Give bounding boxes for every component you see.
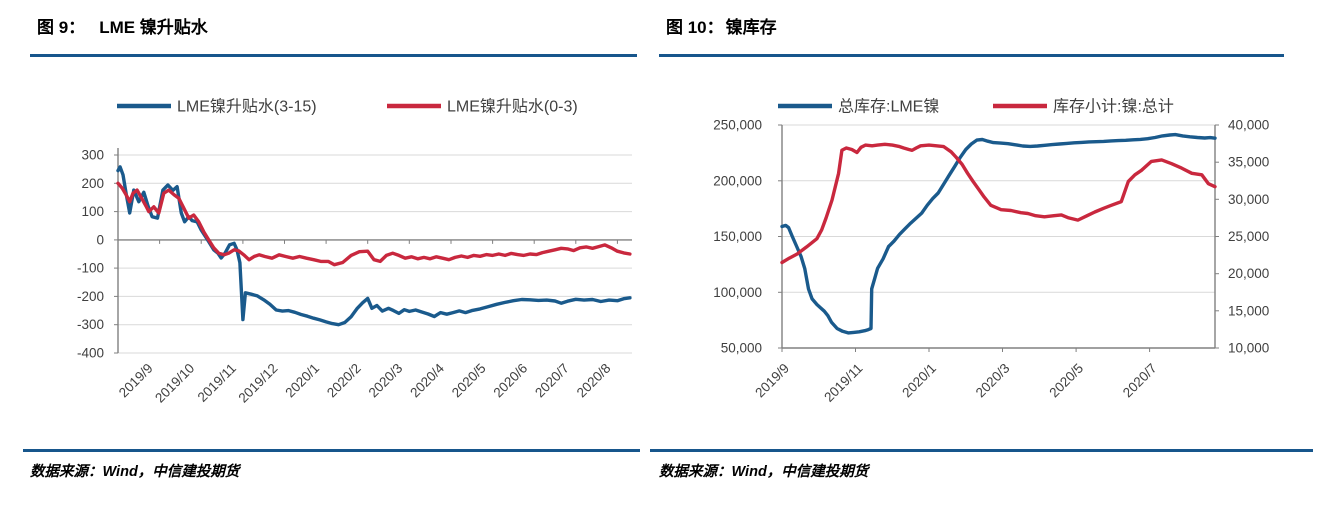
x-axis-label: 2020/1 (899, 361, 939, 401)
series-line (116, 181, 632, 267)
x-axis-label: 2020/2 (324, 361, 364, 401)
x-axis-label: 2020/6 (491, 361, 531, 401)
figure-10-title-text: 镍库存 (725, 18, 777, 37)
x-axis-label: 2020/7 (532, 361, 572, 401)
figure-9-source-note: 数据来源：Wind，中信建投期货 (30, 464, 240, 480)
x-axis-label: 2020/7 (1120, 361, 1160, 401)
series-line (116, 165, 632, 327)
right-y-axis-label: 40,000 (1228, 118, 1269, 133)
right-y-axis-label: 15,000 (1228, 303, 1269, 318)
figure-9-title-text: LME 镍升贴水 (99, 18, 208, 37)
y-axis-label: -100 (77, 261, 104, 276)
series-line (780, 132, 1217, 335)
y-axis-label: 100,000 (713, 285, 762, 300)
chart-1: 250,000 200,000 150,000 100,000 50,000 40,000… (713, 98, 1269, 405)
right-y-axis-label: 35,000 (1228, 155, 1269, 170)
x-axis-label: 2019/9 (752, 361, 792, 401)
figure-10-title: 图 10： 镍库存 (666, 13, 777, 38)
x-axis-label: 2020/1 (282, 361, 322, 401)
y-axis-label: 200 (81, 176, 104, 191)
right-y-axis-label: 30,000 (1228, 192, 1269, 207)
x-axis-label: 2020/5 (449, 361, 489, 401)
x-axis-label: 2020/4 (407, 360, 447, 400)
figure-9-label: 图 9： (37, 18, 86, 37)
series-line (780, 142, 1217, 265)
legend-label: 库存小计:镍:总计 (1053, 98, 1174, 116)
y-axis-label: 300 (81, 148, 104, 163)
x-axis-label: 2020/3 (366, 361, 406, 401)
x-axis-label: 2019/11 (821, 361, 865, 405)
y-axis-label: 50,000 (721, 341, 762, 356)
x-axis-label: 2020/5 (1046, 361, 1086, 401)
y-axis-label: 100 (81, 204, 104, 219)
x-axis-label: 2019/12 (235, 361, 280, 406)
y-axis-label: -400 (77, 346, 104, 361)
right-y-axis-label: 25,000 (1228, 229, 1269, 244)
x-axis-label: 2019/11 (195, 361, 239, 405)
x-axis-label: 2019/10 (152, 361, 197, 406)
figure-9-title: 图 9： LME 镍升贴水 (37, 13, 208, 38)
legend-label: 总库存:LME镍 (838, 98, 939, 116)
y-axis-label: 250,000 (713, 118, 762, 133)
right-y-axis-label: 10,000 (1228, 341, 1269, 356)
y-axis-label: 150,000 (713, 229, 762, 244)
figure-10-source-note: 数据来源：Wind，中信建投期货 (659, 464, 869, 480)
chart-0: 3002001000-100-200-300-4002019/92019/102… (77, 98, 632, 406)
x-axis-label: 2020/8 (574, 361, 614, 401)
figure-10-title-underline (659, 54, 1284, 57)
y-axis-label: 0 (96, 232, 104, 247)
y-axis-label: -200 (77, 289, 104, 304)
figure-10-footer-rule (650, 449, 1313, 452)
figure-9-footer-rule (23, 449, 640, 452)
y-axis-label: -300 (77, 317, 104, 332)
x-axis-label: 2020/3 (973, 361, 1013, 401)
right-y-axis-label: 20,000 (1228, 266, 1269, 281)
figure-10-label: 图 10： (666, 18, 724, 37)
legend-label: LME镍升贴水(0-3) (447, 98, 578, 116)
x-axis-label: 2019/9 (116, 361, 156, 401)
figure-9-title-underline (30, 54, 637, 57)
y-axis-label: 200,000 (713, 173, 762, 188)
legend-label: LME镍升贴水(3-15) (177, 98, 317, 116)
